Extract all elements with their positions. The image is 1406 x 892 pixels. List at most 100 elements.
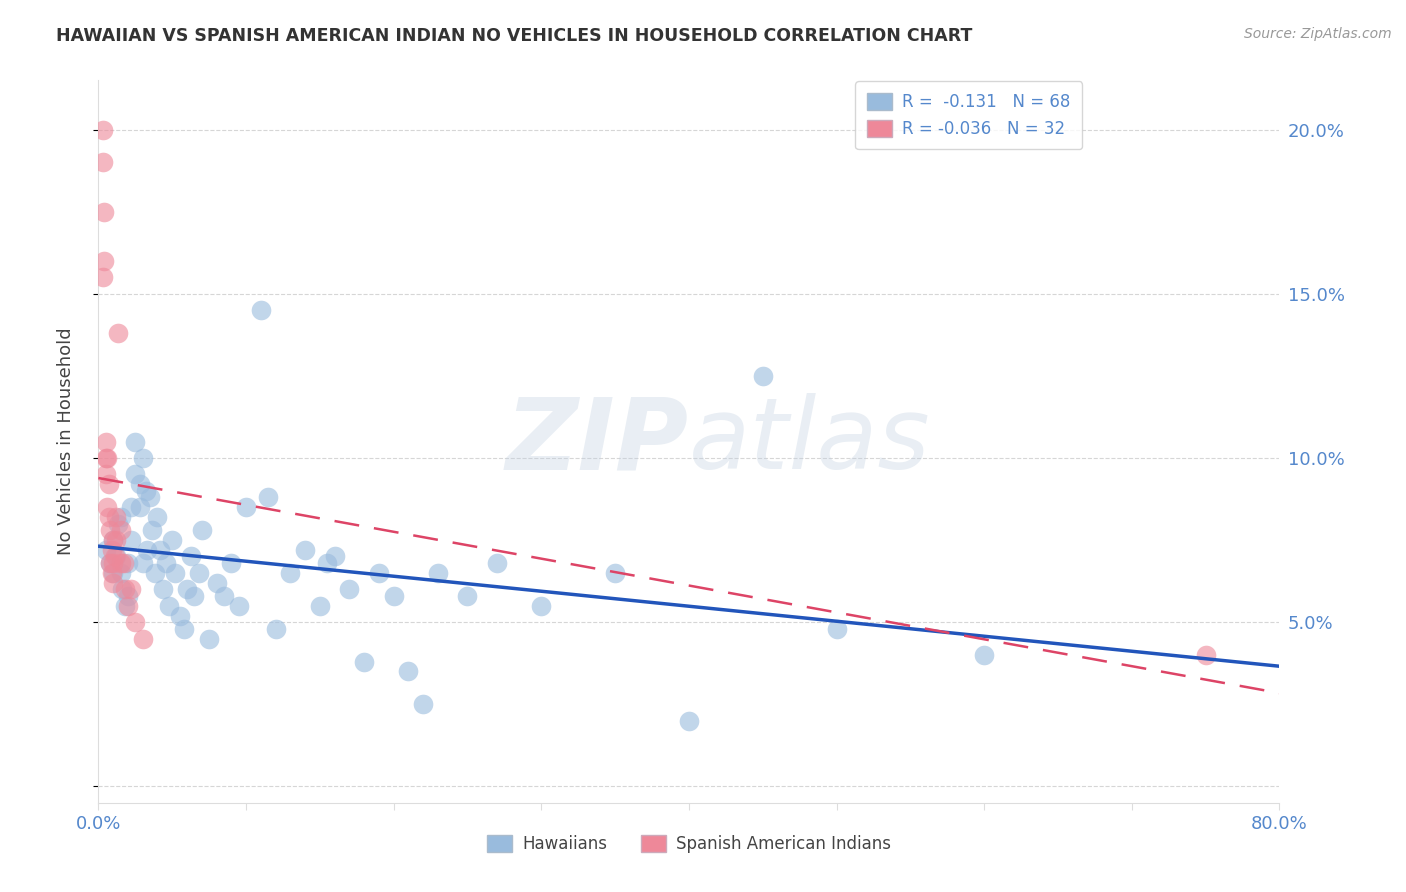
Point — [112, 556, 135, 570]
Point — [124, 467, 146, 482]
Point — [257, 491, 280, 505]
Point — [93, 253, 115, 268]
Point — [353, 655, 375, 669]
Point — [124, 615, 146, 630]
Point — [316, 556, 339, 570]
Point — [98, 523, 121, 537]
Point — [94, 467, 117, 482]
Point — [124, 434, 146, 449]
Point — [110, 556, 132, 570]
Point — [114, 582, 136, 597]
Point — [368, 566, 391, 580]
Point — [132, 556, 155, 570]
Point — [198, 632, 221, 646]
Point — [294, 542, 316, 557]
Point — [91, 122, 114, 136]
Point — [162, 533, 183, 547]
Point — [825, 622, 848, 636]
Point — [103, 533, 125, 547]
Point — [412, 698, 434, 712]
Point — [264, 622, 287, 636]
Point — [111, 582, 134, 597]
Point — [104, 549, 127, 564]
Point — [323, 549, 346, 564]
Point — [1195, 648, 1218, 662]
Text: Source: ZipAtlas.com: Source: ZipAtlas.com — [1244, 27, 1392, 41]
Point — [94, 542, 117, 557]
Point — [107, 516, 129, 531]
Point — [128, 477, 150, 491]
Point — [165, 566, 187, 580]
Point — [91, 270, 114, 285]
Point — [187, 566, 209, 580]
Point — [105, 510, 128, 524]
Point — [486, 556, 509, 570]
Point — [135, 483, 157, 498]
Point — [205, 575, 228, 590]
Point — [105, 549, 128, 564]
Point — [105, 533, 128, 547]
Point — [180, 549, 202, 564]
Point — [132, 450, 155, 465]
Point — [605, 566, 627, 580]
Point — [152, 582, 174, 597]
Y-axis label: No Vehicles in Household: No Vehicles in Household — [56, 327, 75, 556]
Point — [530, 599, 553, 613]
Point — [141, 523, 163, 537]
Point — [100, 542, 122, 557]
Point — [96, 450, 118, 465]
Text: ZIP: ZIP — [506, 393, 689, 490]
Point — [212, 589, 235, 603]
Point — [973, 648, 995, 662]
Point — [155, 556, 177, 570]
Point — [97, 510, 120, 524]
Point — [457, 589, 479, 603]
Point — [427, 566, 450, 580]
Legend: Hawaiians, Spanish American Indians: Hawaiians, Spanish American Indians — [481, 828, 897, 860]
Point — [176, 582, 198, 597]
Point — [139, 491, 162, 505]
Point — [120, 500, 142, 515]
Point — [398, 665, 420, 679]
Point — [107, 326, 129, 340]
Point — [339, 582, 361, 597]
Point — [221, 556, 243, 570]
Point — [103, 566, 125, 580]
Point — [146, 510, 169, 524]
Point — [280, 566, 302, 580]
Point — [117, 589, 139, 603]
Point — [132, 632, 155, 646]
Point — [110, 510, 132, 524]
Point — [157, 599, 180, 613]
Point — [169, 608, 191, 623]
Point — [678, 714, 700, 728]
Point — [91, 155, 114, 169]
Point — [100, 566, 122, 580]
Point — [96, 500, 118, 515]
Point — [191, 523, 214, 537]
Point — [117, 599, 139, 613]
Point — [110, 566, 132, 580]
Point — [110, 523, 132, 537]
Point — [94, 434, 117, 449]
Point — [98, 556, 121, 570]
Point — [117, 556, 139, 570]
Point — [98, 556, 121, 570]
Point — [136, 542, 159, 557]
Point — [183, 589, 205, 603]
Point — [228, 599, 250, 613]
Point — [120, 533, 142, 547]
Point — [103, 575, 125, 590]
Point — [114, 599, 136, 613]
Point — [382, 589, 405, 603]
Point — [103, 556, 125, 570]
Text: HAWAIIAN VS SPANISH AMERICAN INDIAN NO VEHICLES IN HOUSEHOLD CORRELATION CHART: HAWAIIAN VS SPANISH AMERICAN INDIAN NO V… — [56, 27, 973, 45]
Point — [97, 477, 120, 491]
Point — [120, 582, 142, 597]
Point — [143, 566, 166, 580]
Point — [149, 542, 172, 557]
Point — [752, 368, 775, 383]
Point — [235, 500, 257, 515]
Point — [103, 533, 125, 547]
Point — [128, 500, 150, 515]
